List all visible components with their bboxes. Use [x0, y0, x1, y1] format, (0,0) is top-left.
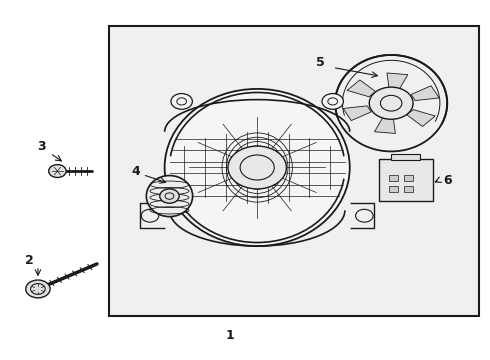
- Polygon shape: [347, 80, 375, 97]
- FancyBboxPatch shape: [379, 158, 433, 202]
- Circle shape: [160, 189, 179, 203]
- Polygon shape: [343, 106, 371, 121]
- Text: 6: 6: [443, 174, 451, 186]
- Polygon shape: [374, 117, 395, 134]
- Bar: [391, 154, 420, 160]
- Bar: [404, 175, 413, 181]
- Bar: [389, 175, 398, 181]
- Polygon shape: [407, 109, 435, 126]
- Ellipse shape: [335, 55, 447, 152]
- Ellipse shape: [165, 89, 350, 246]
- Bar: [404, 186, 413, 192]
- Circle shape: [171, 94, 193, 109]
- Bar: [389, 186, 398, 192]
- Circle shape: [228, 146, 287, 189]
- Circle shape: [322, 94, 343, 109]
- Polygon shape: [387, 73, 408, 89]
- Text: 1: 1: [226, 329, 235, 342]
- Circle shape: [49, 165, 66, 177]
- Polygon shape: [411, 86, 439, 100]
- Bar: [109, 26, 479, 316]
- Text: 3: 3: [38, 140, 46, 153]
- Circle shape: [26, 280, 50, 298]
- Text: 4: 4: [131, 165, 140, 177]
- Circle shape: [369, 87, 413, 119]
- Text: 5: 5: [316, 55, 325, 69]
- Text: 2: 2: [25, 254, 34, 267]
- Ellipse shape: [147, 176, 193, 217]
